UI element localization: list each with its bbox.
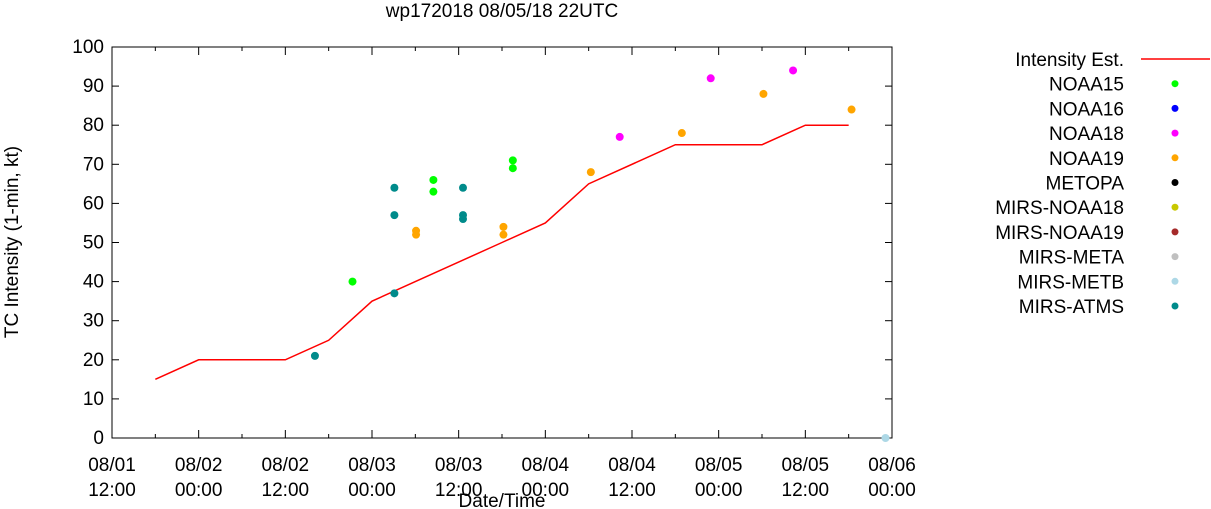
- y-tick-label: 0: [93, 428, 104, 449]
- x-tick-date: 08/05: [782, 455, 830, 476]
- data-point-noaa15: [508, 164, 517, 173]
- x-tick-time: 00:00: [522, 480, 570, 501]
- y-tick-label: 100: [72, 37, 104, 58]
- legend-marker-swatch: [1171, 179, 1179, 186]
- y-tick-label: 90: [83, 76, 104, 97]
- data-point-noaa15: [348, 277, 357, 286]
- y-axis: 0 10 20 30 40 50 60 70 80 90 100: [72, 37, 892, 449]
- data-point-noaa18: [615, 132, 624, 141]
- x-tick-time: 12:00: [608, 480, 656, 501]
- legend-label: NOAA16: [1049, 99, 1124, 120]
- legend-marker-swatch: [1171, 154, 1179, 162]
- legend-label: MIRS-NOAA19: [995, 223, 1124, 244]
- legend-label: NOAA15: [1049, 75, 1124, 96]
- legend-marker-swatch: [1171, 228, 1179, 236]
- legend-marker-swatch: [1171, 302, 1179, 310]
- intensity-estimate-line: [155, 124, 849, 381]
- legend-label: MIRS-ATMS: [1019, 297, 1124, 318]
- x-tick-time: 00:00: [348, 480, 396, 501]
- data-point-mirs-atms: [390, 289, 399, 298]
- legend-label: NOAA18: [1049, 124, 1124, 145]
- y-tick-label: 20: [83, 350, 104, 371]
- x-tick-date: 08/05: [695, 455, 743, 476]
- x-tick-time: 00:00: [695, 480, 743, 501]
- y-tick-label: 10: [83, 389, 104, 410]
- x-axis-label: Date/Time: [459, 491, 546, 509]
- x-tick-date: 08/01: [88, 455, 136, 476]
- legend-marker-swatch: [1171, 129, 1179, 137]
- data-point-noaa19: [499, 222, 508, 231]
- x-axis: 08/01 12:00 08/02 00:00 08/02 12:00 08/03 00:00…: [88, 47, 916, 501]
- data-point-noaa15: [508, 156, 517, 165]
- legend-label: MIRS-METB: [1017, 272, 1124, 293]
- x-tick-time: 12:00: [88, 480, 136, 501]
- data-point-noaa19: [586, 168, 595, 177]
- data-point-mirs-metb: [881, 434, 890, 442]
- legend-label: NOAA19: [1049, 149, 1124, 170]
- data-point-mirs-atms: [390, 211, 399, 220]
- x-tick-time: 12:00: [782, 480, 830, 501]
- data-point-noaa19: [759, 89, 768, 98]
- legend-label: Intensity Est.: [1015, 50, 1124, 71]
- y-tick-label: 80: [83, 115, 104, 136]
- y-axis-label: TC Intensity (1-min, kt): [2, 146, 23, 338]
- y-tick-label: 50: [83, 233, 104, 254]
- legend-label: MIRS-NOAA18: [995, 198, 1124, 219]
- legend: Intensity Est. NOAA15 NOAA16 NOAA18 NOAA19 ME…: [995, 50, 1210, 318]
- data-point-noaa15: [429, 187, 438, 196]
- data-point-noaa18: [789, 66, 798, 75]
- y-tick-label: 30: [83, 311, 104, 332]
- legend-marker-swatch: [1171, 80, 1179, 88]
- x-tick-date: 08/02: [262, 455, 310, 476]
- legend-marker-swatch: [1171, 253, 1179, 261]
- legend-label: METOPA: [1046, 174, 1125, 195]
- x-tick-date: 08/03: [435, 455, 483, 476]
- data-point-noaa19: [847, 105, 856, 114]
- data-point-mirs-atms: [390, 183, 399, 192]
- x-tick-date: 08/06: [868, 455, 916, 476]
- legend-marker-swatch: [1171, 277, 1179, 285]
- x-tick-time: 12:00: [262, 480, 310, 501]
- y-tick-label: 40: [83, 272, 104, 293]
- data-point-noaa19: [412, 230, 421, 239]
- data-point-noaa18: [706, 74, 715, 83]
- legend-marker-swatch: [1171, 104, 1179, 112]
- data-point-noaa19: [677, 129, 686, 138]
- x-tick-date: 08/02: [175, 455, 223, 476]
- y-tick-label: 60: [83, 193, 104, 214]
- x-tick-time: 00:00: [868, 480, 916, 501]
- x-tick-time: 12:00: [435, 480, 483, 501]
- x-tick-date: 08/04: [608, 455, 656, 476]
- series-layer: [155, 66, 890, 442]
- y-tick-label: 70: [83, 154, 104, 175]
- data-point-noaa19: [499, 230, 508, 239]
- data-point-noaa15: [429, 175, 438, 184]
- legend-marker-swatch: [1171, 203, 1179, 211]
- x-tick-date: 08/03: [348, 455, 396, 476]
- chart-title: wp172018 08/05/18 22UTC: [385, 1, 618, 22]
- x-tick-date: 08/04: [522, 455, 570, 476]
- data-point-mirs-atms: [459, 215, 467, 224]
- data-point-mirs-atms: [459, 183, 467, 192]
- legend-label: MIRS-META: [1019, 248, 1125, 269]
- x-tick-time: 00:00: [175, 480, 223, 501]
- data-point-mirs-atms: [310, 351, 319, 360]
